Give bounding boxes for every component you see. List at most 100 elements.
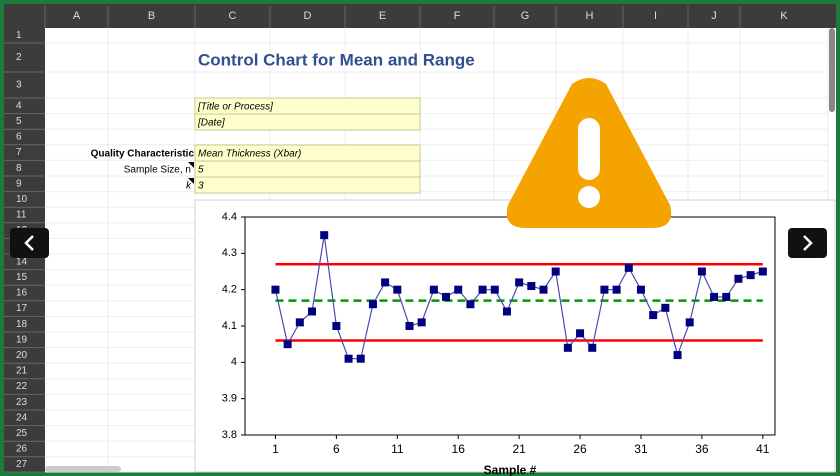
row-header: 26 [16, 444, 28, 455]
x-tick-label: 26 [573, 442, 587, 456]
column-header: E [379, 10, 386, 22]
input-cells [194, 97, 421, 194]
point [405, 322, 414, 330]
row-header: 27 [16, 459, 28, 470]
prev-button-bg[interactable] [10, 228, 49, 258]
point [490, 285, 499, 294]
point [697, 267, 706, 276]
x-tick-label: 1 [272, 442, 279, 456]
y-tick-label: 4 [231, 356, 237, 368]
point [539, 285, 548, 294]
point [624, 263, 633, 272]
row-header: 6 [16, 132, 22, 143]
point [588, 343, 597, 352]
row-header: 22 [16, 381, 28, 392]
row-header: 16 [16, 288, 28, 299]
point [283, 340, 292, 349]
point [417, 318, 426, 327]
column-header: C [229, 10, 237, 22]
point [381, 278, 390, 287]
x-tick-label: 31 [634, 442, 648, 456]
x-tick-label: 11 [391, 442, 404, 456]
point [551, 267, 560, 276]
v-scrollbar[interactable] [829, 28, 835, 112]
row-header: 10 [16, 194, 28, 205]
comment-marker [188, 162, 194, 184]
point [356, 354, 365, 363]
next-chevron [803, 235, 813, 251]
y-tick-label: 4.3 [222, 247, 237, 259]
point [661, 303, 670, 312]
next-button[interactable] [788, 228, 827, 258]
x-tick-label: 21 [512, 442, 526, 456]
point [746, 271, 755, 280]
y-tick-label: 3.9 [222, 393, 237, 405]
cell [194, 176, 421, 194]
point [393, 285, 402, 294]
column-header: F [454, 10, 461, 22]
cell-text: [Date] [197, 118, 225, 129]
point [685, 318, 694, 327]
point [649, 311, 658, 320]
row-header: 2 [16, 52, 22, 63]
point [734, 274, 743, 283]
point [600, 285, 609, 294]
row-header: 21 [16, 366, 28, 377]
point [308, 307, 317, 316]
row-header: 5 [16, 116, 22, 127]
sheet-title: Control Chart for Mean and Range [198, 50, 475, 69]
point [466, 300, 475, 309]
point [527, 282, 536, 291]
point [710, 292, 719, 301]
warning-icon [506, 78, 672, 228]
y-tick-label: 3.8 [222, 429, 237, 441]
row-header: 23 [16, 397, 28, 408]
column-header: H [586, 10, 594, 22]
point [673, 351, 682, 360]
row-header: 24 [16, 412, 28, 423]
point [576, 329, 585, 338]
point [429, 285, 438, 294]
cell-text: [Title or Process] [197, 102, 273, 113]
point [502, 307, 511, 316]
row-header: 9 [16, 178, 22, 189]
row-header: 18 [16, 319, 28, 330]
y-tick-label: 4.4 [222, 211, 237, 223]
point [332, 322, 341, 330]
column-header: I [654, 10, 657, 22]
cell [194, 160, 421, 178]
warning-bar [578, 118, 600, 180]
column-header: B [148, 10, 155, 22]
next-button-bg[interactable] [788, 228, 827, 258]
point [271, 285, 280, 294]
row-header: 14 [16, 256, 28, 267]
prev-chevron [24, 235, 34, 251]
cell-label: Quality Characteristic [91, 149, 195, 160]
row-header: 7 [16, 147, 22, 158]
cell [194, 113, 421, 131]
point [612, 285, 621, 294]
row-header: 4 [16, 100, 22, 111]
column-header: G [521, 10, 530, 22]
chart: 3.83.944.14.24.34.41 6 11 16 21 26 31 36 41Sampl… [222, 211, 776, 476]
column-header: K [780, 10, 788, 22]
row-header: 25 [16, 428, 28, 439]
chart-object [194, 199, 836, 473]
x-axis-label: Sample # [484, 463, 537, 476]
row-header: 19 [16, 334, 28, 345]
cell-text: Mean Thickness (Xbar) [198, 149, 301, 160]
y-tick-label: 4.1 [222, 320, 237, 332]
row-header: 3 [16, 80, 22, 91]
y-tick-label: 4.2 [222, 284, 237, 296]
row-header: 1 [16, 30, 22, 41]
column-header: A [73, 10, 81, 22]
point [320, 231, 329, 240]
point [344, 354, 353, 363]
point [758, 267, 767, 276]
h-scrollbar[interactable] [45, 466, 121, 472]
warning-dot [578, 186, 600, 208]
prev-button[interactable] [10, 228, 49, 258]
row-header: 17 [16, 303, 28, 314]
